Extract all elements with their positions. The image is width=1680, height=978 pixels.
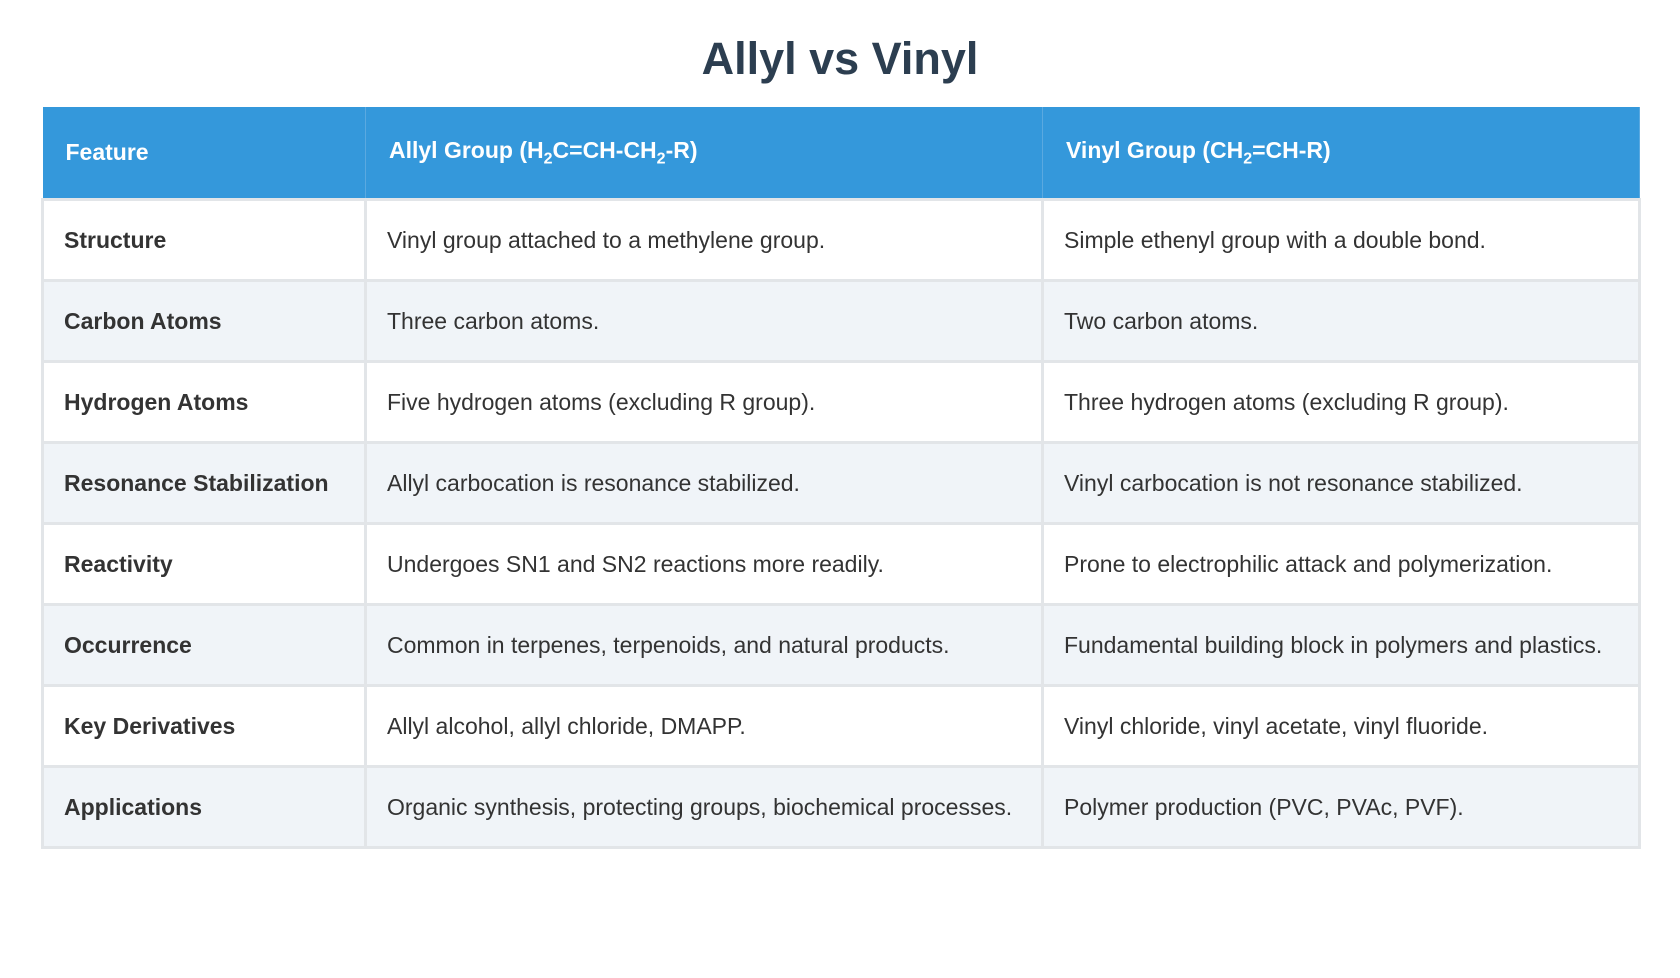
feature-cell: Occurrence bbox=[41, 603, 367, 687]
table-row: Reactivity Undergoes SN1 and SN2 reaction… bbox=[41, 522, 1641, 606]
value-cell: Three hydrogen atoms (excluding R group)… bbox=[1041, 360, 1641, 444]
value-cell: Allyl carbocation is resonance stabilize… bbox=[364, 441, 1044, 525]
feature-cell: Applications bbox=[41, 765, 367, 849]
table-row: Carbon Atoms Three carbon atoms. Two carbo… bbox=[41, 279, 1641, 363]
value-cell: Prone to electrophilic attack and polyme… bbox=[1041, 522, 1641, 606]
table-row: Key Derivatives Allyl alcohol, allyl chlo… bbox=[41, 684, 1641, 768]
value-cell: Five hydrogen atoms (excluding R group). bbox=[364, 360, 1044, 444]
value-cell: Allyl alcohol, allyl chloride, DMAPP. bbox=[364, 684, 1044, 768]
subscript: 2 bbox=[543, 150, 553, 168]
title: Allyl vs Vinyl bbox=[701, 33, 979, 84]
header-text: C=CH-CH bbox=[552, 136, 657, 163]
value-cell: Vinyl carbocation is not resonance stabi… bbox=[1041, 441, 1641, 525]
header-cell: Vinyl Group (CH2=CH-R) bbox=[1042, 107, 1640, 200]
header-text: Vinyl Group (CH bbox=[1066, 136, 1244, 163]
header-text: =CH-R) bbox=[1252, 136, 1331, 163]
table-row: Hydrogen Atoms Five hydrogen atoms (exclu… bbox=[41, 360, 1641, 444]
subscript: 2 bbox=[656, 150, 666, 168]
table-row: Structure Vinyl group attached to a methy… bbox=[41, 198, 1641, 282]
table-row: Resonance Stabilization Allyl carbocation… bbox=[41, 441, 1641, 525]
header-cell: Feature bbox=[42, 107, 366, 200]
value-cell: Vinyl group attached to a methylene grou… bbox=[364, 198, 1044, 282]
subscript: 2 bbox=[1243, 150, 1253, 168]
value-cell: Fundamental building block in polymers a… bbox=[1041, 603, 1641, 687]
table-row: Occurrence Common in terpenes, terpenoids… bbox=[41, 603, 1641, 687]
value-cell: Undergoes SN1 and SN2 reactions more rea… bbox=[364, 522, 1044, 606]
value-cell: Vinyl chloride, vinyl acetate, vinyl flu… bbox=[1041, 684, 1641, 768]
value-cell: Two carbon atoms. bbox=[1041, 279, 1641, 363]
header-text: -R) bbox=[665, 136, 698, 163]
value-cell: Simple ethenyl group with a double bond. bbox=[1041, 198, 1641, 282]
feature-cell: Reactivity bbox=[41, 522, 367, 606]
header-cell: Allyl Group (H2C=CH-CH2-R) bbox=[365, 107, 1043, 200]
feature-cell: Structure bbox=[41, 198, 367, 282]
value-cell: Organic synthesis, protecting groups, bi… bbox=[364, 765, 1044, 849]
feature-cell: Hydrogen Atoms bbox=[41, 360, 367, 444]
header-text: Allyl Group (H bbox=[389, 136, 544, 163]
feature-cell: Carbon Atoms bbox=[41, 279, 367, 363]
header-text: Feature bbox=[65, 139, 149, 165]
value-cell: Three carbon atoms. bbox=[364, 279, 1044, 363]
value-cell: Polymer production (PVC, PVAc, PVF). bbox=[1041, 765, 1641, 849]
comparison-table: Feature Allyl Group (H2C=CH-CH2-R) Vinyl G… bbox=[41, 107, 1641, 849]
header-row: Feature Allyl Group (H2C=CH-CH2-R) Vinyl G… bbox=[42, 107, 1640, 200]
table-row: Applications Organic synthesis, protectin… bbox=[41, 765, 1641, 849]
feature-cell: Key Derivatives bbox=[41, 684, 367, 768]
feature-cell: Resonance Stabilization bbox=[41, 441, 367, 525]
value-cell: Common in terpenes, terpenoids, and natu… bbox=[364, 603, 1044, 687]
